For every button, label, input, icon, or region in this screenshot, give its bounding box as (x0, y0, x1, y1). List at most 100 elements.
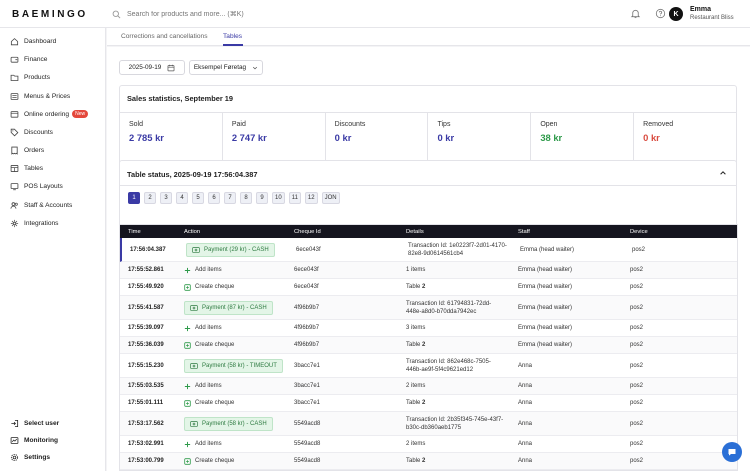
details-prefix: Table (406, 342, 421, 348)
table-row[interactable]: 17:55:39.097 Add items 4f96b9b7 3 items Emma… (120, 320, 737, 337)
row-details: 2 items (406, 440, 506, 448)
details-text: Transaction Id: 1e0223f7-2d01-4170-82e8-… (408, 242, 507, 257)
action-label: Create cheque (195, 342, 235, 348)
page-button[interactable]: 10 (272, 192, 285, 204)
row-staff: Anna (518, 420, 533, 427)
table-row[interactable]: 17:55:41.587 Payment (87 kr) - CASH 4f96b9… (120, 296, 737, 320)
sidebar-item-label: Monitoring (24, 436, 59, 444)
table-status-title: Table status, 2025-09-19 17:56:04.387 (127, 170, 258, 179)
divider (120, 185, 736, 186)
user-menu[interactable]: Emma Restaurant Bliss (690, 6, 734, 22)
search-bar[interactable] (112, 8, 412, 20)
sidebar-item-menus-prices[interactable]: Menus & Prices (10, 90, 70, 102)
brand-logo[interactable]: BAEMINGO (12, 9, 88, 20)
page-button[interactable]: 9 (256, 192, 268, 204)
row-device: pos2 (630, 400, 644, 406)
row-device: pos2 (630, 267, 644, 273)
table-row[interactable]: 17:55:01.111 Create cheque 3bacc7e1 Table 2… (120, 395, 737, 412)
row-time: 17:55:36.039 (128, 342, 164, 348)
table-row[interactable]: 17:55:36.039 Create cheque 4f96b9b7 Table 2… (120, 337, 737, 354)
cash-icon (190, 420, 198, 427)
row-time: 17:55:41.587 (128, 304, 164, 311)
row-time: 17:53:17.562 (128, 420, 164, 427)
help-icon[interactable] (655, 8, 666, 19)
table-row[interactable]: 17:53:17.562 Payment (58 kr) - CASH 5549ac… (120, 412, 737, 436)
row-cheque-id: 6ece043f (294, 284, 319, 290)
table-row[interactable]: 17:53:02.991 Add items 5549acd8 2 items Anna… (120, 436, 737, 453)
row-details: 1 items (406, 266, 506, 274)
search-input[interactable] (127, 10, 387, 18)
sidebar-item-dashboard[interactable]: Dashboard (10, 35, 56, 47)
tab-corrections-cancellations[interactable]: Corrections and cancellations (121, 33, 208, 40)
tab-tables[interactable]: Tables (223, 33, 243, 40)
cheque-icon (184, 341, 191, 349)
row-action: Add items (184, 382, 222, 390)
plus-icon (184, 383, 191, 389)
sidebar-item-select-user[interactable]: Select user (10, 417, 59, 429)
details-text: 2 items (406, 441, 426, 447)
sidebar: Dashboard Finance Products Menus & Price… (0, 28, 106, 471)
sidebar-item-orders[interactable]: Orders (10, 144, 44, 156)
sidebar-item-products[interactable]: Products (10, 71, 50, 83)
table-row[interactable]: 17:55:52.861 Add items 6ece043f 1 items Emma… (120, 262, 737, 279)
chat-icon (728, 449, 736, 456)
row-details: Table 2 (406, 399, 506, 407)
row-time: 17:55:15.230 (128, 362, 164, 369)
row-details: 3 items (406, 324, 506, 332)
table-row[interactable]: 17:56:04.387 Payment (29 kr) - CASH 6ece04… (120, 238, 737, 262)
page-button[interactable]: 5 (192, 192, 204, 204)
stat-tips: Tips 0 kr (428, 113, 532, 180)
page-button[interactable]: 1 (128, 192, 140, 204)
row-action: Create cheque (184, 457, 234, 465)
sidebar-item-integrations[interactable]: Integrations (10, 217, 58, 229)
user-name: Emma (690, 6, 712, 13)
page-button[interactable]: 4 (176, 192, 188, 204)
page-button[interactable]: 2 (144, 192, 156, 204)
sidebar-item-online-ordering[interactable]: Online ordering New (10, 108, 89, 120)
sidebar-item-settings[interactable]: Settings (10, 451, 50, 463)
row-action: Add items (184, 440, 222, 448)
page-button[interactable]: 6 (208, 192, 220, 204)
row-cheque-id: 3bacc7e1 (294, 383, 321, 389)
stat-open: Open 38 kr (531, 113, 635, 180)
row-action: Payment (87 kr) - CASH (184, 300, 273, 315)
location-select[interactable]: Eksempel Føretag (189, 60, 263, 75)
date-picker[interactable]: 2025-09-19 (119, 60, 185, 75)
row-action: Create cheque (184, 283, 234, 291)
table-row[interactable]: 17:53:00.799 Create cheque 5549acd8 Table 2… (120, 453, 737, 470)
sidebar-item-pos-layouts[interactable]: POS Layouts (10, 180, 63, 192)
table-number: 2 (422, 400, 426, 406)
table-row[interactable]: 17:55:03.535 Add items 3bacc7e1 2 items Anna… (120, 378, 737, 395)
table-header: Time Action Cheque Id Details Staff Devi… (120, 225, 737, 238)
cheque-icon (184, 283, 191, 291)
page-button[interactable]: 11 (288, 192, 301, 204)
details-prefix: Table (406, 284, 421, 290)
row-action: Add items (184, 324, 222, 332)
sidebar-item-staff-accounts[interactable]: Staff & Accounts (10, 199, 72, 211)
row-cheque-id: 5549acd8 (294, 420, 321, 427)
details-text: Transaction Id: 61794831-72dd-448e-a8d0-… (406, 300, 492, 315)
table-row[interactable]: 17:55:49.920 Create cheque 6ece043f Table 2… (120, 279, 737, 296)
sidebar-item-discounts[interactable]: Discounts (10, 126, 53, 138)
row-staff: Emma (head waiter) (520, 246, 575, 253)
page-button[interactable]: 7 (224, 192, 236, 204)
page-button[interactable]: JON (321, 192, 340, 204)
sidebar-item-monitoring[interactable]: Monitoring (10, 434, 58, 446)
chevron-up-icon[interactable] (719, 169, 727, 177)
sidebar-item-finance[interactable]: Finance (10, 53, 47, 65)
chat-button[interactable] (722, 442, 742, 462)
page-button[interactable]: 3 (160, 192, 172, 204)
bell-icon[interactable] (630, 8, 641, 19)
table-number: 2 (422, 458, 426, 464)
row-staff: Anna (518, 383, 533, 389)
sidebar-item-tables[interactable]: Tables (10, 162, 43, 174)
page-button[interactable]: 8 (240, 192, 252, 204)
table-row[interactable]: 17:55:15.230 Payment (58 kr) - TIMEOUT 3ba… (120, 354, 737, 378)
row-details: Transaction Id: 1e0223f7-2d01-4170-82e8-… (408, 242, 508, 258)
sales-statistics-title: Sales statistics, September 19 (127, 94, 233, 103)
stat-label: Paid (231, 121, 246, 128)
stat-value: 2 785 kr (129, 132, 164, 143)
page-button[interactable]: 12 (304, 192, 318, 204)
avatar[interactable]: K (669, 7, 683, 21)
column-header-action: Action (184, 229, 201, 235)
